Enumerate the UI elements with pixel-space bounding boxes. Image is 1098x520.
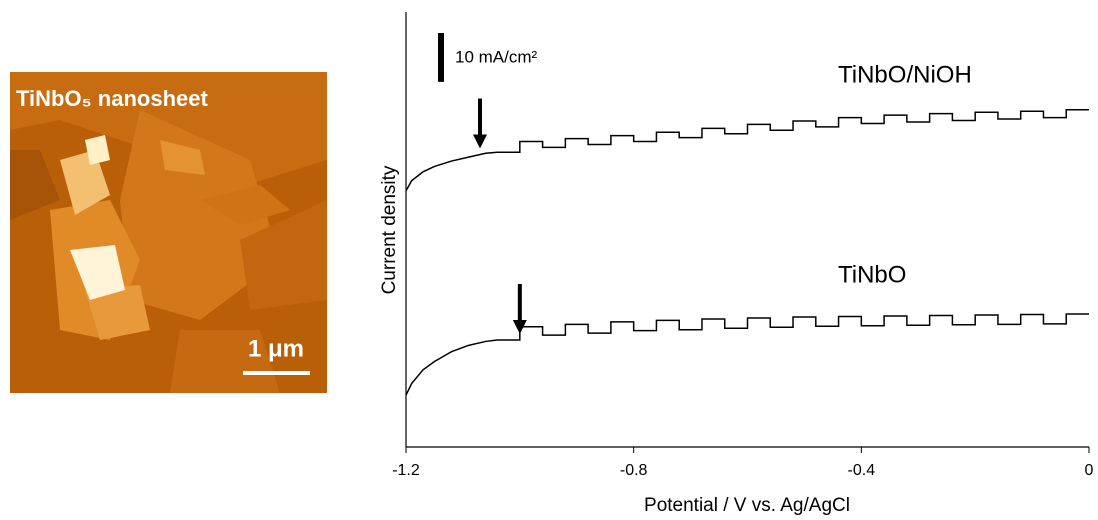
x-tick-label: -0.4 [848, 462, 876, 479]
series-label: TiNbO [838, 261, 906, 288]
afm-image: TiNbO₅ nanosheet 1 μm [10, 72, 327, 393]
x-tick-label: -1.2 [392, 462, 420, 479]
series-line [405, 109, 1089, 192]
scale-bar-label: 10 mA/cm² [455, 47, 538, 66]
image-title: TiNbO₅ nanosheet [16, 86, 208, 111]
x-axis-label: Potential / V vs. Ag/AgCl [644, 495, 850, 516]
image-scale-label: 1 μm [248, 335, 304, 362]
x-tick-label: -0.8 [620, 462, 648, 479]
arrow-head [512, 319, 527, 334]
series-label: TiNbO/NiOH [838, 61, 972, 88]
x-tick-label: 0 [1085, 462, 1094, 479]
arrow-head [472, 134, 487, 149]
y-axis-label: Current density [379, 165, 400, 294]
series-line [405, 313, 1089, 396]
